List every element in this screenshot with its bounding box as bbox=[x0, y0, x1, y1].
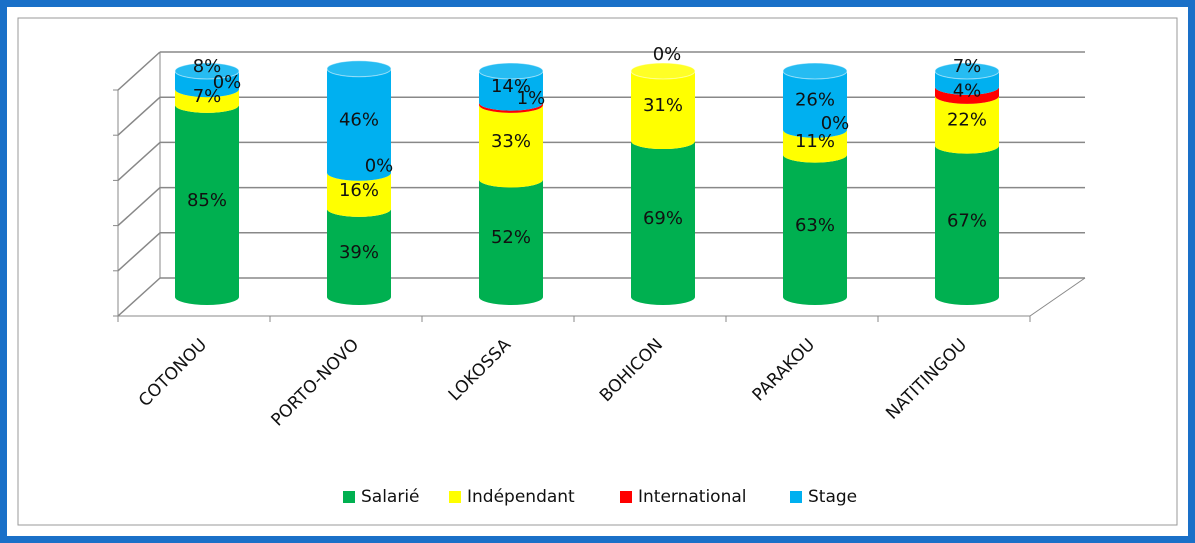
data-label: 67% bbox=[947, 210, 987, 231]
data-label: 4% bbox=[953, 80, 982, 101]
cylinder-segment bbox=[175, 71, 239, 98]
legend-label: Indépendant bbox=[467, 487, 575, 507]
cylinder-segment bbox=[935, 145, 999, 305]
cylinder-segment bbox=[479, 179, 543, 305]
cylinder-top bbox=[478, 62, 544, 80]
grid-line-side bbox=[117, 232, 161, 272]
grid-line-side bbox=[117, 277, 161, 317]
legend-label: Salarié bbox=[361, 487, 420, 507]
cylinder-segment bbox=[783, 154, 847, 305]
data-label: 16% bbox=[339, 180, 379, 201]
data-label: 0% bbox=[821, 113, 850, 134]
legend-swatch bbox=[790, 491, 802, 503]
cylinder-segment bbox=[327, 208, 391, 305]
data-label: 0% bbox=[653, 44, 682, 65]
cylinder-segment bbox=[631, 71, 695, 150]
cylinder-segment bbox=[935, 71, 999, 95]
legend-swatch bbox=[343, 491, 355, 503]
data-label: 11% bbox=[795, 131, 835, 152]
data-label: 39% bbox=[339, 242, 379, 263]
cylinder-segment bbox=[175, 104, 239, 306]
legend-label: Stage bbox=[808, 487, 857, 507]
cylinder-segment bbox=[479, 104, 543, 188]
data-label: 26% bbox=[795, 89, 835, 110]
data-label: 22% bbox=[947, 110, 987, 131]
data-label: 85% bbox=[187, 190, 227, 211]
data-label: 63% bbox=[795, 215, 835, 236]
grid-line-side bbox=[117, 187, 161, 227]
data-label: 0% bbox=[365, 156, 394, 177]
data-label: 7% bbox=[193, 86, 222, 107]
data-label: 33% bbox=[491, 131, 531, 152]
data-label: 14% bbox=[491, 76, 531, 97]
cylinder-top bbox=[934, 62, 1000, 80]
data-label: 52% bbox=[491, 227, 531, 248]
grid-line-side bbox=[117, 141, 161, 181]
floor-right bbox=[1029, 277, 1086, 317]
data-label: 0% bbox=[213, 72, 242, 93]
legend-swatch bbox=[620, 491, 632, 503]
data-label: 46% bbox=[339, 110, 379, 131]
cylinder-segment bbox=[479, 71, 543, 111]
cylinder-segment bbox=[175, 89, 239, 113]
data-label: 1% bbox=[517, 88, 546, 109]
grid-line-side bbox=[117, 51, 161, 91]
cylinder-segment bbox=[327, 172, 391, 217]
legend-swatch bbox=[449, 491, 461, 503]
cylinder-segment bbox=[783, 129, 847, 163]
data-label: 8% bbox=[193, 56, 222, 77]
cylinder-top bbox=[782, 62, 848, 80]
cylinder-segment bbox=[935, 86, 999, 104]
cylinder-top bbox=[174, 62, 240, 80]
grid-line-side bbox=[117, 96, 161, 136]
cylinder-top bbox=[326, 60, 392, 78]
cylinder-segment bbox=[631, 141, 695, 305]
chart: 85%7%0%8%COTONOU39%16%0%46%PORTO-NOVO52%… bbox=[17, 17, 1178, 526]
data-label: 69% bbox=[643, 208, 683, 229]
legend-label: International bbox=[638, 487, 747, 507]
cylinder-segment bbox=[935, 95, 999, 154]
cylinder-segment bbox=[479, 102, 543, 113]
cylinder-segment bbox=[783, 71, 847, 138]
cylinder-segment bbox=[327, 68, 391, 181]
data-label: 31% bbox=[643, 95, 683, 116]
data-label: 7% bbox=[953, 56, 982, 77]
cylinder-top bbox=[630, 62, 696, 80]
